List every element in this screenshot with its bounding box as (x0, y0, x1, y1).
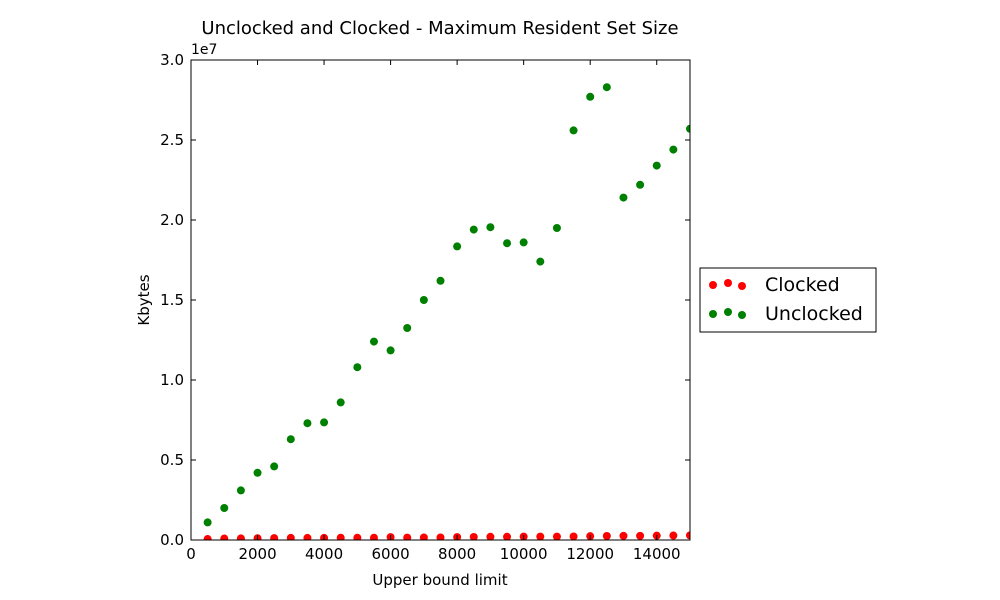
point-unclocked (636, 180, 645, 189)
point-unclocked (536, 257, 545, 266)
point-clocked (552, 532, 561, 540)
point-clocked (353, 533, 362, 540)
point-unclocked (353, 363, 362, 372)
legend-marker-clocked (738, 282, 746, 290)
y-tick-label: 1.5 (160, 291, 184, 309)
x-tick-label: 2000 (238, 545, 276, 563)
point-clocked (270, 534, 279, 540)
point-unclocked (652, 161, 661, 170)
y-tick-label: 2.5 (160, 131, 184, 149)
point-unclocked (453, 242, 462, 251)
legend: Clocked Unclocked (699, 267, 877, 333)
legend-marker-clocked (724, 279, 732, 287)
y-axis-label: Kbytes (135, 274, 153, 325)
point-unclocked (270, 462, 279, 471)
point-clocked (619, 531, 628, 540)
point-unclocked (419, 296, 428, 304)
point-unclocked (686, 124, 690, 133)
chart-title: Unclocked and Clocked - Maximum Resident… (201, 18, 678, 39)
point-unclocked (586, 92, 595, 101)
point-clocked (486, 532, 495, 540)
y-tick-label: 3.0 (160, 51, 184, 69)
point-clocked (303, 533, 312, 540)
x-tick-label: 6000 (372, 545, 410, 563)
point-clocked (569, 532, 578, 540)
point-clocked (602, 532, 611, 540)
point-clocked (286, 533, 295, 540)
x-tick-label: 4000 (305, 545, 343, 563)
point-clocked (203, 535, 212, 540)
point-clocked (686, 531, 690, 540)
legend-marker-clocked (709, 281, 717, 289)
point-unclocked (669, 145, 678, 154)
x-tick-label: 14000 (633, 545, 681, 563)
y-tick-label: 1.0 (160, 371, 184, 389)
point-clocked (419, 533, 428, 540)
point-unclocked (569, 126, 578, 135)
point-unclocked (486, 223, 495, 232)
axis-ticks: 0 2000 4000 6000 8000 10000 12000 14000 0.0 0.5 1.… (160, 51, 690, 563)
point-unclocked (220, 504, 229, 512)
legend-marker-unclocked (738, 311, 746, 319)
point-clocked (369, 533, 378, 540)
point-unclocked (253, 468, 262, 477)
point-clocked (220, 534, 229, 540)
point-unclocked (619, 193, 628, 202)
point-unclocked (503, 239, 512, 248)
point-clocked (336, 533, 345, 540)
point-clocked (403, 533, 412, 540)
y-axis-offset-text: 1e7 (191, 42, 217, 58)
x-axis-label: Upper bound limit (372, 571, 507, 589)
y-tick-label: 2.0 (160, 211, 184, 229)
point-unclocked (403, 324, 412, 332)
point-clocked (469, 532, 478, 540)
x-tick-label: 12000 (566, 545, 614, 563)
x-tick-label: 8000 (438, 545, 476, 563)
legend-label-unclocked: Unclocked (765, 303, 863, 325)
point-unclocked (469, 225, 478, 234)
point-clocked (236, 534, 245, 540)
x-tick-label: 0 (186, 545, 196, 563)
y-tick-label: 0.0 (160, 531, 184, 549)
point-unclocked (552, 224, 561, 232)
point-unclocked (303, 419, 312, 428)
point-unclocked (320, 418, 329, 427)
point-unclocked (386, 346, 395, 355)
plot-points (203, 83, 690, 540)
point-clocked (669, 531, 678, 540)
legend-label-clocked: Clocked (765, 274, 840, 296)
legend-marker-unclocked (709, 310, 717, 318)
point-unclocked (519, 238, 528, 247)
point-unclocked (369, 337, 378, 346)
plot-area-frame (190, 59, 691, 541)
point-unclocked (203, 518, 212, 527)
x-tick-label: 10000 (500, 545, 548, 563)
point-clocked (636, 531, 645, 540)
y-tick-label: 0.5 (160, 451, 184, 469)
point-unclocked (236, 486, 245, 495)
point-unclocked (336, 398, 345, 407)
point-clocked (503, 532, 512, 540)
legend-marker-unclocked (724, 308, 732, 316)
point-unclocked (286, 435, 295, 444)
point-unclocked (602, 83, 611, 92)
point-clocked (436, 533, 445, 540)
point-clocked (536, 532, 545, 540)
legend-box (699, 267, 877, 333)
point-unclocked (436, 276, 445, 285)
